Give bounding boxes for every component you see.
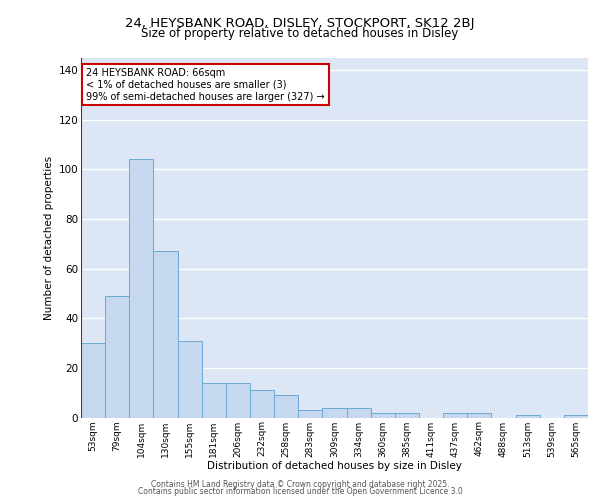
X-axis label: Distribution of detached houses by size in Disley: Distribution of detached houses by size … <box>207 461 462 471</box>
Text: Contains public sector information licensed under the Open Government Licence 3.: Contains public sector information licen… <box>137 487 463 496</box>
Text: Size of property relative to detached houses in Disley: Size of property relative to detached ho… <box>142 28 458 40</box>
Text: Contains HM Land Registry data © Crown copyright and database right 2025.: Contains HM Land Registry data © Crown c… <box>151 480 449 489</box>
Bar <box>129 160 154 418</box>
Bar <box>564 415 588 418</box>
Bar <box>274 395 298 417</box>
Bar <box>81 343 105 417</box>
Bar <box>515 415 540 418</box>
Bar <box>250 390 274 417</box>
Bar <box>347 408 371 418</box>
Bar <box>298 410 322 418</box>
Bar <box>226 382 250 418</box>
Bar <box>443 412 467 418</box>
Bar <box>154 251 178 418</box>
Bar <box>105 296 129 418</box>
Text: 24, HEYSBANK ROAD, DISLEY, STOCKPORT, SK12 2BJ: 24, HEYSBANK ROAD, DISLEY, STOCKPORT, SK… <box>125 18 475 30</box>
Text: 24 HEYSBANK ROAD: 66sqm
< 1% of detached houses are smaller (3)
99% of semi-deta: 24 HEYSBANK ROAD: 66sqm < 1% of detached… <box>86 68 325 102</box>
Y-axis label: Number of detached properties: Number of detached properties <box>44 156 55 320</box>
Bar <box>202 382 226 418</box>
Bar <box>467 412 491 418</box>
Bar <box>395 412 419 418</box>
Bar <box>322 408 347 418</box>
Bar <box>371 412 395 418</box>
Bar <box>178 340 202 417</box>
